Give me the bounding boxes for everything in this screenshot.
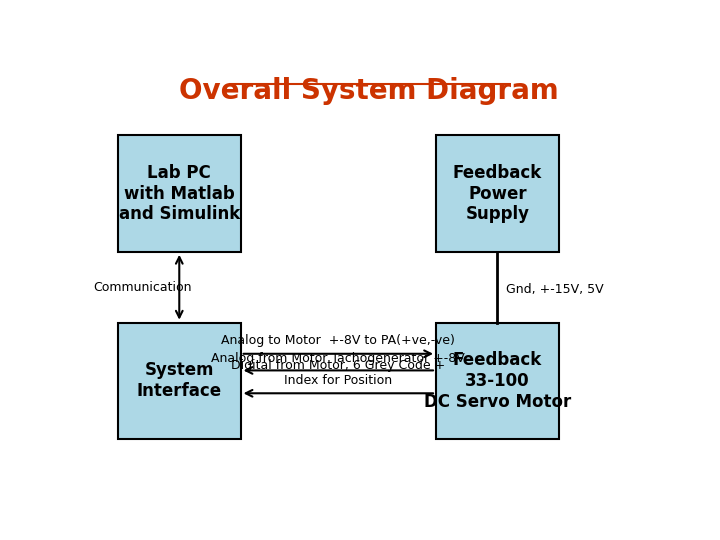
Bar xyxy=(436,322,559,439)
Bar xyxy=(118,136,240,252)
Bar xyxy=(118,322,240,439)
Text: Analog from Motor Tachogenerator +-8V: Analog from Motor Tachogenerator +-8V xyxy=(212,352,465,365)
Text: Analog to Motor  +-8V to PA(+ve,-ve): Analog to Motor +-8V to PA(+ve,-ve) xyxy=(221,334,455,347)
Text: Communication: Communication xyxy=(93,281,192,294)
Text: Feedback
Power
Supply: Feedback Power Supply xyxy=(453,164,542,224)
Text: Digital from Motor, 6 Grey Code +
Index for Position: Digital from Motor, 6 Grey Code + Index … xyxy=(231,359,446,387)
Text: System
Interface: System Interface xyxy=(137,361,222,400)
Text: Feedback
33-100
DC Servo Motor: Feedback 33-100 DC Servo Motor xyxy=(423,351,571,410)
Text: Lab PC
with Matlab
and Simulink: Lab PC with Matlab and Simulink xyxy=(119,164,240,224)
Text: Gnd, +-15V, 5V: Gnd, +-15V, 5V xyxy=(505,283,603,296)
Text: Overall System Diagram: Overall System Diagram xyxy=(179,77,559,105)
Bar xyxy=(436,136,559,252)
